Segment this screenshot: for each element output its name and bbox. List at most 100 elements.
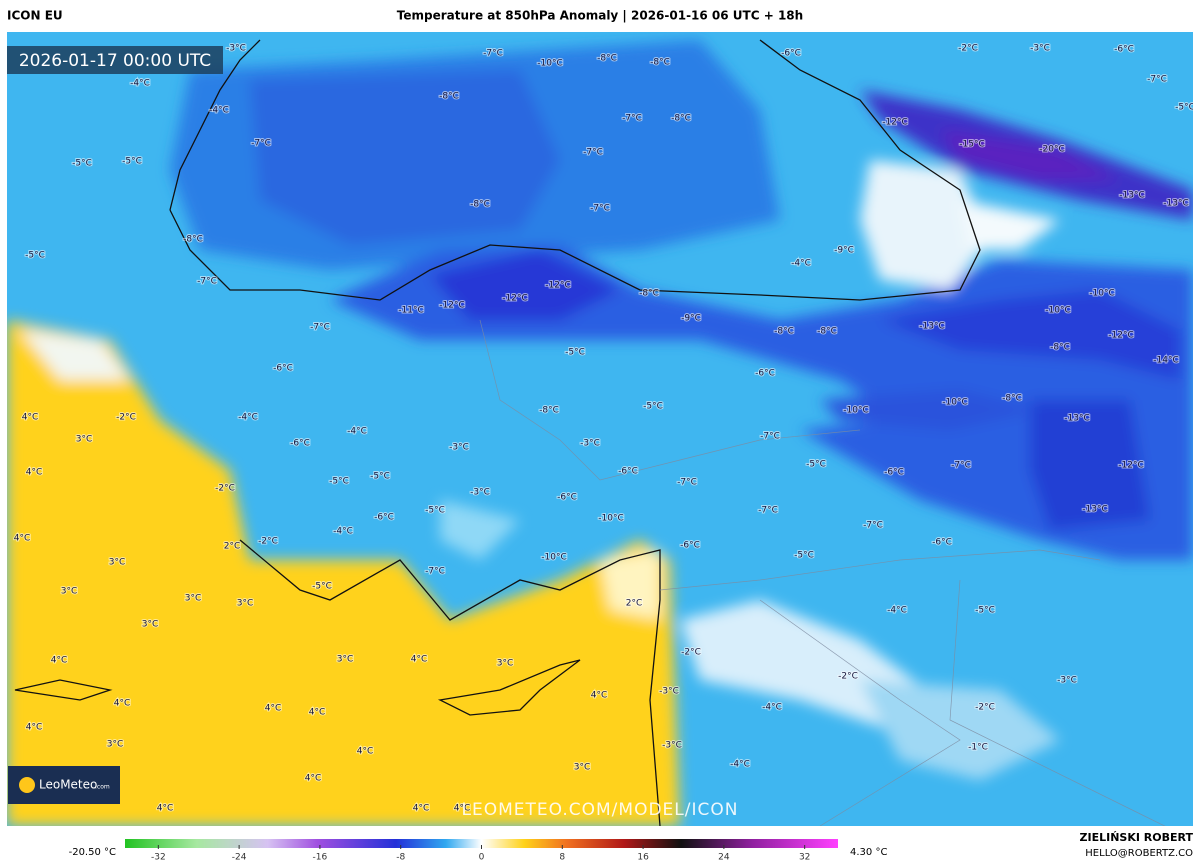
temperature-label: -6°C — [1114, 45, 1134, 55]
temperature-label: -4°C — [730, 760, 750, 770]
colorbar-tick-label: 32 — [799, 853, 810, 863]
temperature-label: -13°C — [1082, 505, 1107, 515]
temperature-label: -4°C — [791, 259, 811, 269]
colorbar-tick-label: -32 — [151, 853, 166, 863]
temperature-label: 4°C — [26, 468, 43, 478]
temperature-label: 4°C — [411, 655, 428, 665]
temperature-label: -4°C — [333, 527, 353, 537]
colorbar — [125, 839, 838, 848]
temperature-label: -8°C — [1002, 394, 1022, 404]
temperature-label: 3°C — [497, 659, 514, 669]
temperature-label: 3°C — [185, 594, 202, 604]
temperature-label: -6°C — [557, 493, 577, 503]
temperature-label: -12°C — [502, 294, 527, 304]
map-area: -7°C -10°C -8°C -8°C -6°C -2°C -3°C -6°C -3°C -7°… — [7, 32, 1195, 826]
temperature-label: -6°C — [932, 538, 952, 548]
temperature-label: 4°C — [357, 747, 374, 757]
colorbar-min: -20.50 °C — [69, 847, 116, 858]
temperature-label: -5°C — [1175, 103, 1195, 113]
temperature-label: -10°C — [942, 398, 967, 408]
temperature-label: -9°C — [834, 246, 854, 256]
temperature-label: -14°C — [1153, 356, 1178, 366]
temperature-label: -8°C — [439, 92, 459, 102]
temperature-label: -7°C — [425, 567, 445, 577]
temperature-label: -6°C — [290, 439, 310, 449]
temperature-label: -8°C — [650, 58, 670, 68]
temperature-label: 3°C — [107, 740, 124, 750]
temperature-label: -8°C — [817, 327, 837, 337]
time-box — [7, 46, 223, 74]
temperature-label: -3°C — [580, 439, 600, 449]
temperature-label: -8°C — [183, 235, 203, 245]
temperature-label: -8°C — [671, 114, 691, 124]
temperature-label: -4°C — [130, 79, 150, 89]
temperature-label: -7°C — [760, 432, 780, 442]
colorbar-ticks: -32 -24 -16 -8 0 8 16 24 32 — [151, 845, 810, 863]
temperature-label: -2°C — [258, 537, 278, 547]
borders — [479, 319, 1166, 826]
temperature-label: -13°C — [1119, 191, 1144, 201]
temperature-label: -7°C — [951, 461, 971, 471]
temperature-label: 3°C — [142, 620, 159, 630]
temperature-label: -4°C — [238, 413, 258, 423]
temperature-label: -3°C — [470, 488, 490, 498]
temperature-label: 2°C — [626, 599, 643, 609]
temperature-label: -2°C — [975, 703, 995, 713]
temperature-label: -4°C — [762, 703, 782, 713]
author-email: HELLO@ROBERTZ.CO — [1085, 848, 1193, 859]
temperature-label: -3°C — [449, 443, 469, 453]
temperature-label: -13°C — [1163, 199, 1188, 209]
temperature-label: 4°C — [265, 704, 282, 714]
temperature-label: -10°C — [1089, 289, 1114, 299]
valid-time: 2026-01-17 00:00 UTC — [19, 51, 211, 71]
temperature-label: -7°C — [483, 49, 503, 59]
colorbar-tick-label: -24 — [232, 853, 247, 863]
temperature-label: 4°C — [454, 804, 471, 814]
model-name: ICON EU — [7, 9, 63, 23]
colorbar-tick-label: 16 — [637, 853, 649, 863]
temperature-label: -7°C — [622, 114, 642, 124]
colorbar-tick-label: -8 — [396, 853, 405, 863]
temperature-label: -8°C — [470, 200, 490, 210]
temperature-label: -5°C — [370, 472, 390, 482]
colorbar-tick-label: 0 — [479, 853, 485, 863]
temperature-label: -5°C — [806, 460, 826, 470]
temperature-labels: -7°C -10°C -8°C -8°C -6°C -2°C -3°C -6°C -3°C -7°… — [13, 43, 1195, 815]
temperature-label: -5°C — [643, 402, 663, 412]
temperature-label: -12°C — [439, 301, 464, 311]
temperature-label: -8°C — [597, 54, 617, 64]
temperature-label: -5°C — [975, 606, 995, 616]
temperature-label: 4°C — [591, 691, 608, 701]
temperature-label: 3°C — [574, 763, 591, 773]
temperature-label: -6°C — [273, 364, 293, 374]
temperature-label: -8°C — [774, 327, 794, 337]
watermark: LEOMETEO.COM/MODEL/ICON — [462, 800, 739, 820]
temperature-label: -20°C — [1039, 145, 1064, 155]
coastlines — [14, 39, 981, 826]
logo-name: LeoMeteo — [39, 778, 97, 792]
temperature-label: 4°C — [305, 774, 322, 784]
temperature-label: -6°C — [618, 467, 638, 477]
temperature-label: -10°C — [598, 514, 623, 524]
logo-sun — [19, 777, 35, 793]
temperature-label: 3°C — [237, 599, 254, 609]
temperature-label: -1°C — [968, 743, 988, 753]
temperature-label: -7°C — [590, 204, 610, 214]
temperature-label: -5°C — [122, 157, 142, 167]
temperature-label: -13°C — [1064, 414, 1089, 424]
temperature-label: -5°C — [25, 251, 45, 261]
temperature-label: 3°C — [61, 587, 78, 597]
temperature-label: -7°C — [677, 478, 697, 488]
temperature-label: -8°C — [539, 406, 559, 416]
temperature-label: -3°C — [1057, 676, 1077, 686]
temperature-label: 4°C — [14, 534, 31, 544]
temperature-label: -5°C — [312, 582, 332, 592]
temperature-field — [7, 40, 1193, 826]
temperature-label: -2°C — [681, 648, 701, 658]
temperature-label: -7°C — [310, 323, 330, 333]
temperature-label: -7°C — [251, 139, 271, 149]
temperature-label: -5°C — [425, 506, 445, 516]
temperature-label: -2°C — [958, 44, 978, 54]
